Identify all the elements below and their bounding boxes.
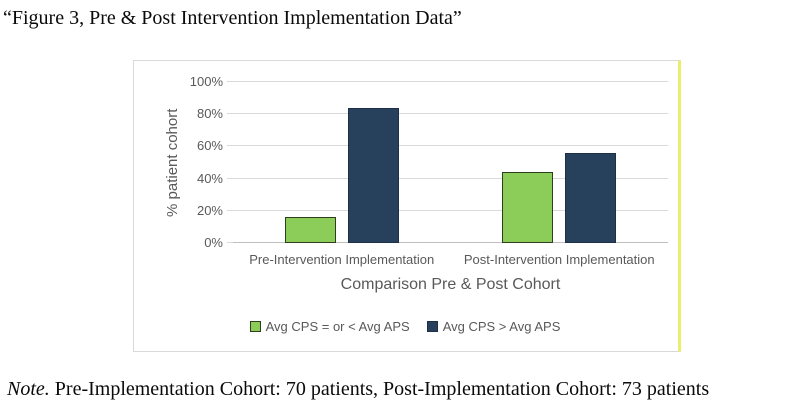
x-category-labels: Pre-Intervention Implementation Post-Inte… bbox=[233, 252, 668, 267]
y-tick-mark bbox=[227, 113, 233, 115]
y-tick-label: 40% bbox=[196, 170, 223, 186]
x-axis-title: Comparison Pre & Post Cohort bbox=[340, 276, 561, 293]
y-tick-label: 0% bbox=[204, 235, 223, 250]
gridline bbox=[233, 145, 668, 147]
y-tick-label: 80% bbox=[196, 106, 223, 122]
x-category-label: Post-Intervention Implementation bbox=[463, 252, 655, 267]
x-category-label: Pre-Intervention Implementation bbox=[249, 252, 435, 267]
bar-blue-cat2 bbox=[565, 152, 617, 243]
y-tick-label: 20% bbox=[196, 202, 223, 218]
chart-legend: Avg CPS = or < Avg APS Avg CPS > Avg APS bbox=[134, 319, 676, 334]
legend-swatch-green bbox=[249, 321, 261, 332]
plot-area: % patient cohort 0% 20% 40% 60% 80% 100% bbox=[164, 75, 668, 250]
gridline bbox=[233, 209, 668, 211]
y-tick-mark bbox=[227, 209, 233, 211]
y-tick-mark bbox=[227, 81, 233, 82]
figure-caption: “Figure 3, Pre & Post Intervention Imple… bbox=[3, 7, 462, 29]
bars-layer bbox=[233, 82, 668, 243]
bar-group bbox=[451, 82, 669, 243]
chart-panel: % patient cohort 0% 20% 40% 60% 80% 100% Pre-… bbox=[133, 60, 681, 352]
bar-blue-cat1 bbox=[347, 107, 399, 243]
y-tick-label: 100% bbox=[189, 74, 223, 89]
legend-label: Avg CPS = or < Avg APS bbox=[265, 319, 410, 334]
note-text: Pre-Implementation Cohort: 70 patients, … bbox=[49, 378, 710, 400]
y-tick-label: 60% bbox=[196, 138, 223, 154]
grid-layer: 0% 20% 40% 60% 80% 100% bbox=[190, 75, 668, 250]
legend-swatch-blue bbox=[426, 321, 438, 332]
y-tick-mark bbox=[227, 177, 233, 179]
gridline bbox=[233, 242, 668, 243]
gridline bbox=[233, 81, 668, 82]
gridline bbox=[233, 113, 668, 115]
legend-label: Avg CPS > Avg APS bbox=[442, 319, 561, 334]
gridline bbox=[233, 177, 668, 179]
y-tick-mark bbox=[227, 242, 233, 243]
legend-item: Avg CPS = or < Avg APS bbox=[249, 319, 410, 334]
note-label: Note. bbox=[7, 378, 50, 400]
y-tick-mark bbox=[227, 145, 233, 147]
y-axis-title: % patient cohort bbox=[164, 108, 181, 217]
bar-green-cat1 bbox=[284, 217, 336, 243]
figure-note: Note. Pre-Implementation Cohort: 70 pati… bbox=[7, 378, 709, 401]
legend-item: Avg CPS > Avg APS bbox=[426, 319, 561, 334]
bar-group bbox=[233, 82, 451, 243]
bar-green-cat2 bbox=[502, 172, 554, 243]
